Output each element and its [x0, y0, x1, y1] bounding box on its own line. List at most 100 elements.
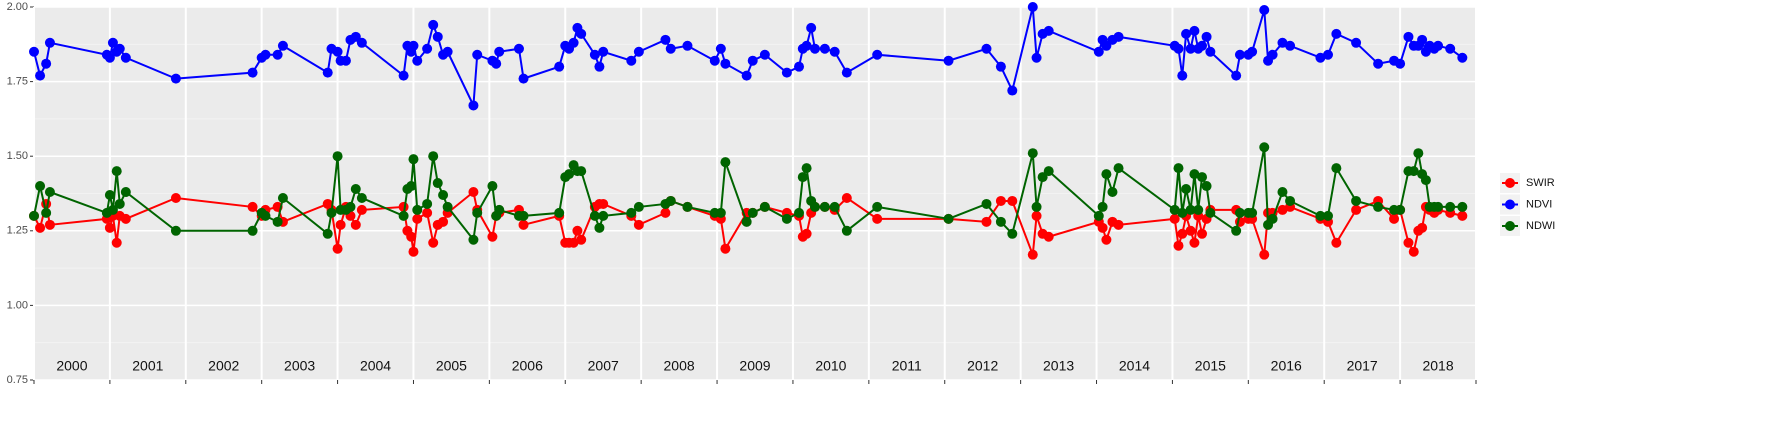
data-point [120, 213, 131, 224]
data-point [1323, 49, 1334, 60]
data-point [829, 46, 840, 57]
data-point [1185, 225, 1196, 236]
data-point [1201, 181, 1212, 192]
data-point [1043, 166, 1054, 177]
data-point [720, 58, 731, 69]
data-point [114, 43, 125, 54]
data-point [554, 207, 565, 218]
data-point [1259, 142, 1270, 153]
data-point [598, 198, 609, 209]
year-label: 2014 [1119, 358, 1150, 374]
data-point [468, 187, 479, 198]
data-point [715, 207, 726, 218]
data-point [1007, 195, 1018, 206]
data-point [759, 49, 770, 60]
data-point [872, 49, 883, 60]
year-label: 2001 [132, 358, 163, 374]
data-point [872, 201, 883, 212]
data-point [247, 225, 258, 236]
year-label: 2015 [1195, 358, 1226, 374]
data-point [272, 216, 283, 227]
data-point [44, 187, 55, 198]
data-point [809, 43, 820, 54]
legend-marker [1505, 178, 1515, 188]
data-point [1205, 207, 1216, 218]
data-point [660, 207, 671, 218]
data-point [1101, 169, 1112, 180]
data-point [406, 231, 417, 242]
data-point [356, 192, 367, 203]
data-point [801, 163, 812, 174]
data-point [841, 67, 852, 78]
data-point [819, 201, 830, 212]
year-label: 2006 [512, 358, 543, 374]
data-point [633, 46, 644, 57]
data-point [272, 49, 283, 60]
data-point [568, 237, 579, 248]
data-point [594, 222, 605, 233]
data-point [1247, 207, 1258, 218]
year-label: 2017 [1347, 358, 1378, 374]
data-point [819, 43, 830, 54]
data-point [794, 61, 805, 72]
data-point [422, 207, 433, 218]
data-point [1205, 46, 1216, 57]
data-point [1457, 52, 1468, 63]
data-point [277, 192, 288, 203]
data-point [626, 55, 637, 66]
data-point [1007, 228, 1018, 239]
data-point [720, 243, 731, 254]
data-point [665, 43, 676, 54]
data-point [332, 151, 343, 162]
data-point [408, 40, 419, 51]
data-point [995, 195, 1006, 206]
data-point [759, 201, 770, 212]
data-point [412, 55, 423, 66]
data-point [564, 169, 575, 180]
data-point [1181, 28, 1192, 39]
data-point [335, 219, 346, 230]
data-point [576, 28, 587, 39]
data-point [487, 181, 498, 192]
data-point [1027, 249, 1038, 260]
data-point [1097, 222, 1108, 233]
data-point [1277, 37, 1288, 48]
data-point [801, 40, 812, 51]
data-point [487, 231, 498, 242]
data-point [1457, 201, 1468, 212]
data-point [1107, 187, 1118, 198]
data-point [594, 61, 605, 72]
data-point [1351, 204, 1362, 215]
data-point [114, 198, 125, 209]
data-point [1267, 213, 1278, 224]
data-point [1285, 195, 1296, 206]
data-point [1315, 210, 1326, 221]
data-point [1043, 231, 1054, 242]
data-point [350, 184, 361, 195]
data-point [794, 207, 805, 218]
data-point [1043, 25, 1054, 36]
data-point [1231, 225, 1242, 236]
data-point [1093, 210, 1104, 221]
data-point [332, 46, 343, 57]
data-point [1408, 246, 1419, 257]
data-point [660, 34, 671, 45]
data-point [1113, 163, 1124, 174]
data-point [35, 181, 46, 192]
data-point [1197, 172, 1208, 183]
data-point [682, 40, 693, 51]
data-point [345, 201, 356, 212]
data-point [995, 61, 1006, 72]
data-point [438, 216, 449, 227]
data-point [1177, 228, 1188, 239]
data-point [1177, 207, 1188, 218]
data-point [260, 210, 271, 221]
y-tick-label: 2.00 [7, 1, 28, 13]
data-point [1408, 166, 1419, 177]
data-point [1395, 58, 1406, 69]
data-point [41, 207, 52, 218]
data-point [995, 216, 1006, 227]
data-point [408, 246, 419, 257]
data-point [1093, 46, 1104, 57]
data-point [428, 19, 439, 30]
